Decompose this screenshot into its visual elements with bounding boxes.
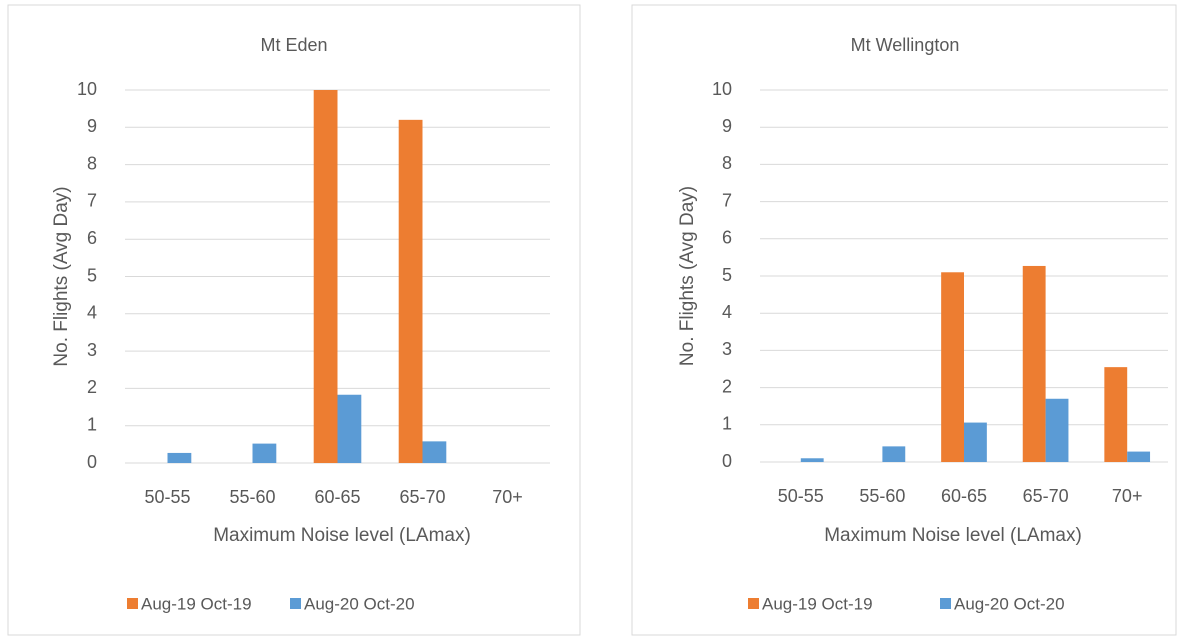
y-tick-label: 6 <box>87 228 97 248</box>
legend-swatch <box>748 598 759 609</box>
bar <box>1127 451 1151 462</box>
bar <box>252 443 277 463</box>
y-tick-label: 5 <box>722 265 732 285</box>
y-tick-label: 10 <box>77 79 97 99</box>
legend-label: Aug-19 Oct-19 <box>762 594 873 613</box>
x-tick-label: 60-65 <box>941 486 987 506</box>
chart-title: Mt Eden <box>260 35 327 55</box>
y-tick-label: 6 <box>722 228 732 248</box>
y-tick-label: 2 <box>722 376 732 396</box>
bar <box>882 446 906 462</box>
y-axis-title: No. Flights (Avg Day) <box>51 186 72 366</box>
y-tick-label: 10 <box>712 79 732 99</box>
y-tick-label: 8 <box>722 153 732 173</box>
x-tick-label: 65-70 <box>1023 486 1069 506</box>
x-tick-label: 60-65 <box>314 487 360 507</box>
y-tick-label: 4 <box>722 302 732 322</box>
bar <box>964 422 987 462</box>
x-tick-label: 55-60 <box>859 486 905 506</box>
bar <box>800 458 824 462</box>
legend-swatch <box>127 598 138 609</box>
legend-label: Aug-20 Oct-20 <box>954 594 1065 613</box>
bar <box>313 90 338 463</box>
y-tick-label: 0 <box>722 451 732 471</box>
x-axis-title: Maximum Noise level (LAmax) <box>213 525 471 546</box>
y-tick-label: 3 <box>87 340 97 360</box>
x-axis-title: Maximum Noise level (LAmax) <box>824 525 1082 546</box>
y-tick-label: 7 <box>87 191 97 211</box>
bar <box>422 441 447 463</box>
bar <box>1022 265 1046 462</box>
legend-label: Aug-19 Oct-19 <box>141 594 252 613</box>
bar <box>941 272 964 462</box>
y-tick-label: 1 <box>87 414 97 434</box>
x-tick-label: 70+ <box>1112 486 1143 506</box>
y-tick-label: 3 <box>722 339 732 359</box>
x-tick-label: 50-55 <box>778 486 824 506</box>
legend-swatch <box>290 598 301 609</box>
y-tick-label: 9 <box>87 116 97 136</box>
y-axis-title: No. Flights (Avg Day) <box>677 186 698 366</box>
x-tick-label: 65-70 <box>399 487 445 507</box>
legend-swatch <box>940 598 951 609</box>
y-tick-label: 9 <box>722 116 732 136</box>
x-tick-label: 50-55 <box>144 487 190 507</box>
bar <box>1104 367 1128 462</box>
bar <box>337 394 362 463</box>
bar <box>398 119 423 463</box>
chart-panel <box>631 4 1177 636</box>
bar <box>167 452 192 463</box>
x-tick-label: 70+ <box>492 487 523 507</box>
y-tick-label: 8 <box>87 153 97 173</box>
y-tick-label: 5 <box>87 265 97 285</box>
y-tick-label: 4 <box>87 303 97 323</box>
chart-panel <box>7 4 581 636</box>
y-tick-label: 2 <box>87 377 97 397</box>
legend-label: Aug-20 Oct-20 <box>304 594 415 613</box>
x-tick-label: 55-60 <box>229 487 275 507</box>
y-tick-label: 7 <box>722 190 732 210</box>
bar <box>1045 398 1069 462</box>
y-tick-label: 0 <box>87 452 97 472</box>
chart-title: Mt Wellington <box>851 35 960 55</box>
y-tick-label: 1 <box>722 414 732 434</box>
